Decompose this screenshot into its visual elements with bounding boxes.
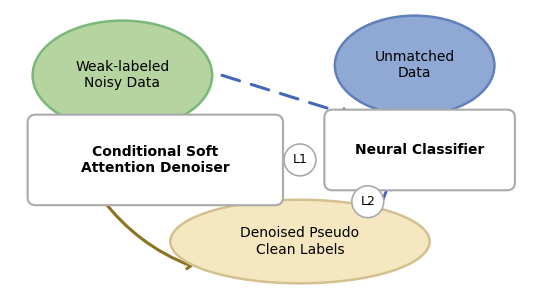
Text: L2: L2	[360, 195, 375, 208]
Text: Conditional Soft
Attention Denoiser: Conditional Soft Attention Denoiser	[81, 145, 230, 175]
Text: Denoised Pseudo
Clean Labels: Denoised Pseudo Clean Labels	[240, 226, 360, 257]
Circle shape	[352, 186, 384, 218]
Text: L1: L1	[293, 153, 307, 166]
Ellipse shape	[170, 200, 429, 283]
FancyBboxPatch shape	[325, 110, 515, 190]
Ellipse shape	[33, 21, 212, 130]
Text: Unmatched
Data: Unmatched Data	[375, 50, 455, 81]
Text: Neural Classifier: Neural Classifier	[355, 143, 484, 157]
FancyBboxPatch shape	[28, 115, 283, 205]
Ellipse shape	[335, 16, 495, 115]
Circle shape	[284, 144, 316, 176]
Text: Weak-labeled
Noisy Data: Weak-labeled Noisy Data	[75, 60, 170, 90]
